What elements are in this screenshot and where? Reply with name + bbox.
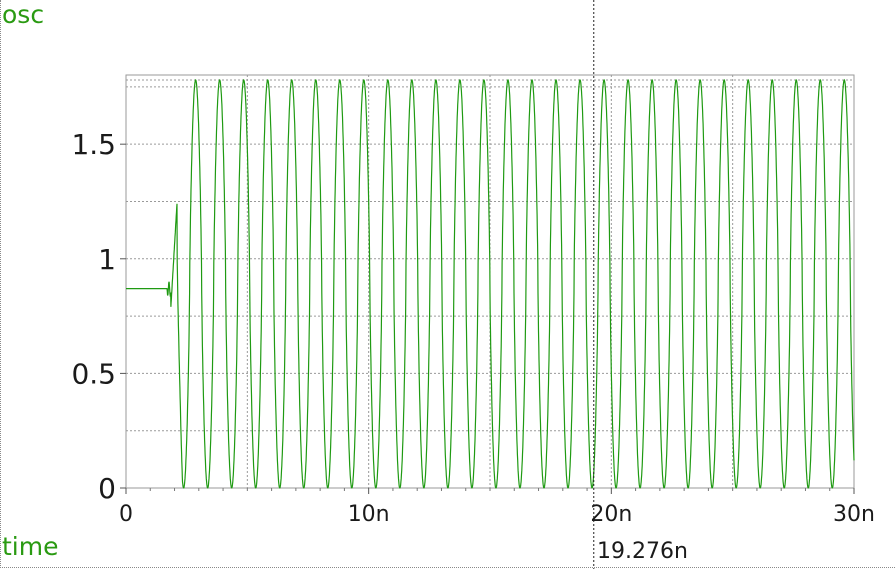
x-tick-label: 0 — [119, 502, 133, 527]
osc-series-line — [126, 78, 855, 489]
trace-layer — [126, 78, 855, 489]
x-axis-name-label[interactable]: time — [2, 532, 59, 561]
y-tick-label: 0 — [98, 472, 116, 505]
cursor-time-readout: 19.276n — [597, 539, 688, 564]
x-tick-label: 20n — [590, 502, 632, 527]
x-tick-label: 30n — [833, 502, 875, 527]
y-tick-label: 1 — [98, 243, 116, 276]
y-tick-label: 1.5 — [71, 128, 116, 161]
x-tick-label: 10n — [348, 502, 390, 527]
y-tick-label: 0.5 — [71, 357, 116, 390]
signal-name-label[interactable]: osc — [2, 0, 45, 29]
ticks: 0 0.5 1 1.5 0 10n 20n 30n — [71, 128, 875, 527]
